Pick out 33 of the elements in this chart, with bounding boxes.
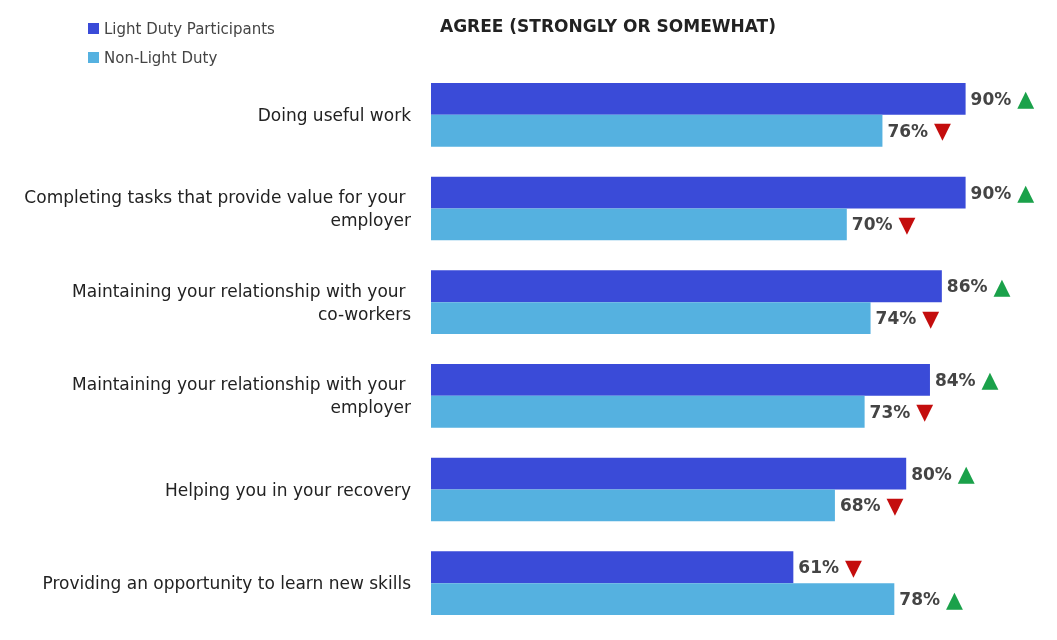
- data-label: 90% ▲: [970, 86, 1035, 112]
- bar: [431, 114, 883, 147]
- bar: [431, 270, 942, 303]
- bar: [431, 395, 865, 428]
- bar: [431, 363, 930, 396]
- y-tick-label: Completing tasks that provide value for your employer: [24, 187, 411, 230]
- data-label: 76% ▼: [887, 118, 952, 144]
- chart-title: AGREE (STRONGLY OR SOMEWHAT): [440, 15, 776, 36]
- data-label: 68% ▼: [839, 492, 904, 518]
- bar: [431, 208, 847, 241]
- data-label: 86% ▲: [946, 273, 1011, 299]
- y-tick-label: Maintaining your relationship with your employer: [72, 374, 411, 418]
- data-label: 74% ▼: [875, 305, 940, 331]
- data-label: 73% ▼: [869, 399, 934, 425]
- data-label: 80% ▲: [911, 461, 975, 487]
- y-tick-label: Doing useful work: [257, 104, 412, 125]
- data-label: 90% ▲: [970, 180, 1035, 206]
- bar: [431, 457, 907, 490]
- bar: [431, 489, 835, 522]
- legend-label: Non-Light Duty: [104, 48, 218, 67]
- y-tick-label: Maintaining your relationship with your co-workers: [72, 280, 412, 324]
- bar: [431, 176, 966, 209]
- data-label: 78% ▲: [899, 586, 963, 612]
- legend-label: Light Duty Participants: [104, 19, 276, 38]
- bar: [431, 82, 966, 115]
- data-label: 61% ▼: [798, 554, 862, 580]
- bar: [431, 583, 895, 616]
- y-tick-label: Providing an opportunity to learn new skills: [42, 573, 412, 594]
- bar: [431, 302, 871, 335]
- data-label: 84% ▲: [934, 367, 999, 393]
- bar: [431, 551, 794, 584]
- data-label: 70% ▼: [851, 211, 916, 237]
- y-tick-label: Helping you in your recovery: [164, 479, 411, 500]
